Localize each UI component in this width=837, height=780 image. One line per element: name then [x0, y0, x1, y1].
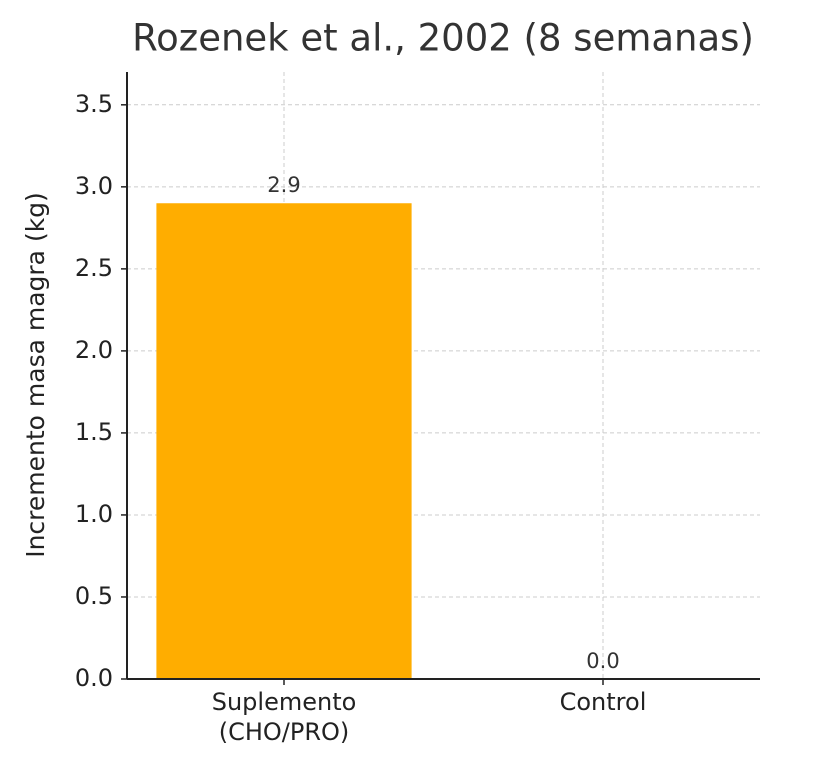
value-label: 2.9	[267, 173, 300, 197]
value-label: 0.0	[586, 649, 619, 673]
y-tick-label: 0.0	[75, 664, 113, 692]
y-tick-label: 3.5	[75, 90, 113, 118]
y-tick-label: 2.5	[75, 254, 113, 282]
y-tick-label: 3.0	[75, 172, 113, 200]
x-tick-label: Control	[559, 688, 647, 716]
x-tick-label: Suplemento (CHO/PRO)	[211, 688, 357, 746]
chart-title: Rozenek et al., 2002 (8 semanas)	[132, 17, 754, 60]
y-tick-label: 0.5	[75, 582, 113, 610]
y-tick-label: 1.5	[75, 418, 113, 446]
y-tick-label: 1.0	[75, 500, 113, 528]
y-tick-label: 2.0	[75, 336, 113, 364]
y-axis-label: Incremento masa magra (kg)	[21, 192, 50, 558]
bar	[156, 203, 412, 680]
